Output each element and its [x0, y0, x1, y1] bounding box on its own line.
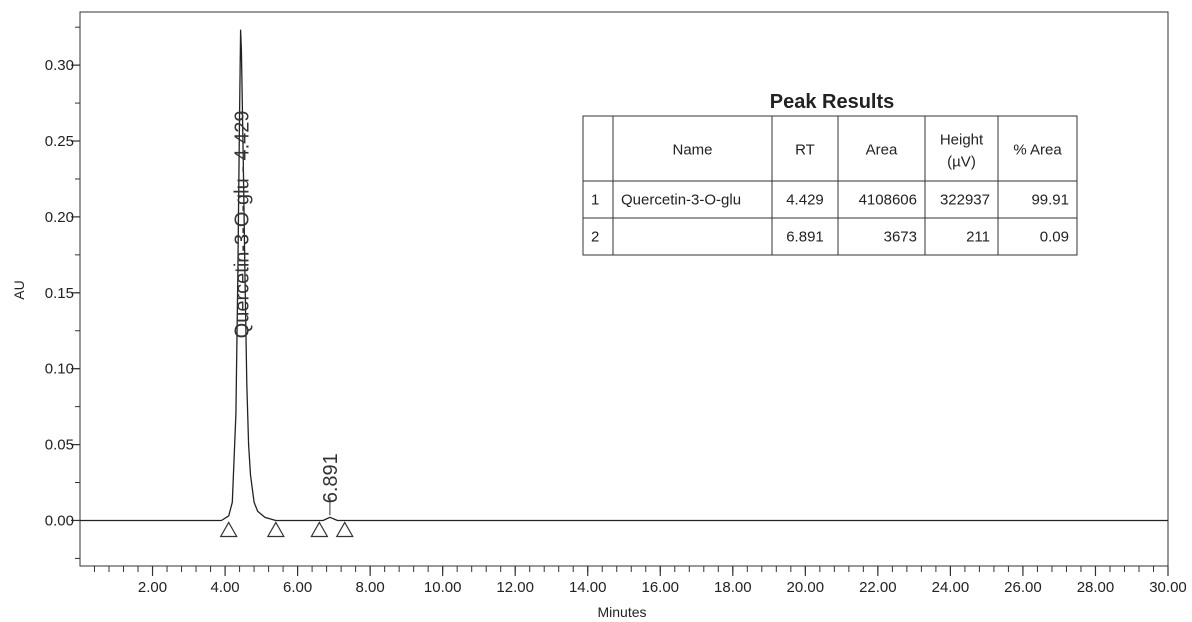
table-cell: 4108606 — [859, 192, 917, 209]
x-tick-label: 28.00 — [1077, 579, 1115, 596]
series-layer — [80, 29, 1168, 522]
integration-marker — [335, 521, 354, 538]
integration-marker — [266, 521, 285, 538]
x-tick-label: 8.00 — [356, 579, 385, 596]
table-header: (µV) — [947, 154, 976, 171]
x-axis-title: Minutes — [597, 604, 646, 620]
table-border — [582, 115, 1078, 256]
table-cell: 322937 — [940, 192, 990, 209]
table-cell: 99.91 — [1031, 192, 1069, 209]
y-tick-label: 0.10 — [45, 361, 74, 378]
table-cell: 211 — [966, 229, 990, 246]
peak-label-main: Quercetin-3-O-glu - 4.429 — [232, 110, 254, 338]
x-tick-label: 14.00 — [569, 579, 607, 596]
table-cell: 0.09 — [1040, 229, 1069, 246]
table-header: Name — [672, 142, 712, 159]
y-axis: 0.00 0.05 0.10 0.15 0.20 0.25 0.30 — [45, 26, 80, 559]
table-cell: 3673 — [884, 229, 917, 246]
x-tick-label: 4.00 — [210, 579, 239, 596]
y-tick-label: 0.20 — [45, 209, 74, 226]
x-tick-label: 16.00 — [641, 579, 679, 596]
peak-results-table: Peak Results Name RT Area Height (µV) % Area 1… — [582, 91, 1078, 256]
table-cell: 2 — [591, 229, 599, 246]
integration-marker — [219, 521, 238, 538]
x-tick-label: 30.00 — [1149, 579, 1187, 596]
table-cell: Quercetin-3-O-glu — [621, 192, 741, 209]
chromatogram-trace — [80, 29, 1168, 522]
x-tick-label: 6.00 — [283, 579, 312, 596]
table-header: Height — [940, 132, 984, 149]
x-tick-label: 10.00 — [424, 579, 462, 596]
integration-markers — [219, 521, 354, 538]
table-header: % Area — [1013, 142, 1062, 159]
x-tick-label: 12.00 — [496, 579, 534, 596]
table-title: Peak Results — [770, 91, 895, 113]
plot-border — [79, 11, 1169, 567]
x-tick-label: 2.00 — [138, 579, 167, 596]
x-axis: 2.00 4.00 6.00 8.00 10.00 12.00 14.00 16.00 18.0… — [94, 566, 1187, 596]
x-tick-label: 24.00 — [932, 579, 970, 596]
integration-marker — [310, 521, 329, 538]
x-tick-label: 22.00 — [859, 579, 897, 596]
peak-label-minor: 6.891 — [320, 453, 342, 503]
table-header: RT — [795, 142, 815, 159]
x-tick-label: 20.00 — [787, 579, 825, 596]
y-tick-label: 0.25 — [45, 133, 74, 150]
x-tick-label: 18.00 — [714, 579, 752, 596]
table-cell: 1 — [591, 192, 599, 209]
table-cell: 6.891 — [786, 229, 824, 246]
plot-frame — [79, 11, 1169, 567]
y-axis-title: AU — [11, 280, 27, 299]
peak-labels: Quercetin-3-O-glu - 4.429 6.891 — [232, 110, 342, 516]
table-cell: 4.429 — [786, 192, 824, 209]
table-header: Area — [866, 142, 898, 159]
y-tick-label: 0.30 — [45, 57, 74, 74]
y-tick-label: 0.00 — [45, 512, 74, 529]
y-tick-label: 0.15 — [45, 285, 74, 302]
x-tick-label: 26.00 — [1004, 579, 1042, 596]
y-tick-label: 0.05 — [45, 437, 74, 454]
